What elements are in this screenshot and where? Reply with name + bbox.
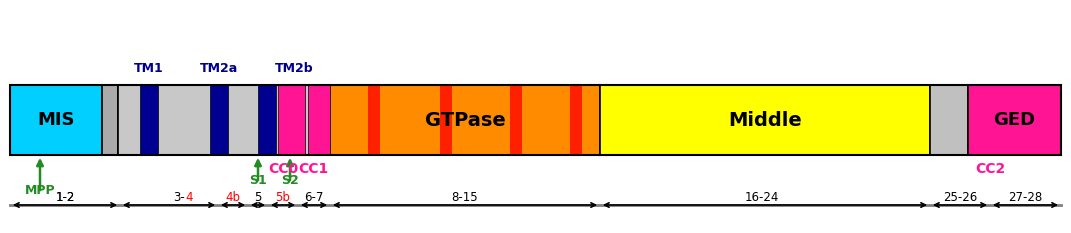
Text: 4b: 4b <box>226 191 241 204</box>
Bar <box>600 85 930 155</box>
Bar <box>102 85 118 155</box>
Bar <box>440 85 452 155</box>
Bar <box>930 85 968 155</box>
Text: MIS: MIS <box>37 111 75 129</box>
Bar <box>330 85 600 155</box>
Text: CC0: CC0 <box>268 162 298 176</box>
Text: GTPase: GTPase <box>424 110 506 130</box>
Text: TM2b: TM2b <box>274 62 314 75</box>
Text: S2: S2 <box>281 174 299 187</box>
Bar <box>278 85 305 155</box>
Text: 5b: 5b <box>275 191 290 204</box>
Text: Middle: Middle <box>728 110 802 130</box>
Text: 1-2: 1-2 <box>56 191 75 204</box>
Text: 3-: 3- <box>174 191 185 204</box>
Bar <box>308 85 330 155</box>
Text: MPP: MPP <box>25 184 56 197</box>
Text: 4: 4 <box>185 191 193 204</box>
Text: TM2a: TM2a <box>200 62 238 75</box>
Text: 1-2: 1-2 <box>56 191 75 204</box>
Text: 25-26: 25-26 <box>942 191 977 204</box>
Bar <box>368 85 380 155</box>
Text: 8-15: 8-15 <box>452 191 479 204</box>
Bar <box>10 85 102 155</box>
Bar <box>968 85 1061 155</box>
Text: CC1: CC1 <box>298 162 328 176</box>
Bar <box>310 85 330 155</box>
Bar <box>118 85 310 155</box>
Bar <box>258 85 276 155</box>
Text: S1: S1 <box>250 174 267 187</box>
Bar <box>510 85 522 155</box>
Text: 27-28: 27-28 <box>1008 191 1042 204</box>
Text: 5: 5 <box>254 191 261 204</box>
Bar <box>570 85 582 155</box>
Text: 16-24: 16-24 <box>744 191 780 204</box>
Bar <box>140 85 159 155</box>
Text: TM1: TM1 <box>134 62 164 75</box>
Bar <box>210 85 228 155</box>
Text: CC2: CC2 <box>975 162 1005 176</box>
Bar <box>10 85 1061 155</box>
Text: 6-7: 6-7 <box>304 191 323 204</box>
Text: GED: GED <box>994 111 1036 129</box>
